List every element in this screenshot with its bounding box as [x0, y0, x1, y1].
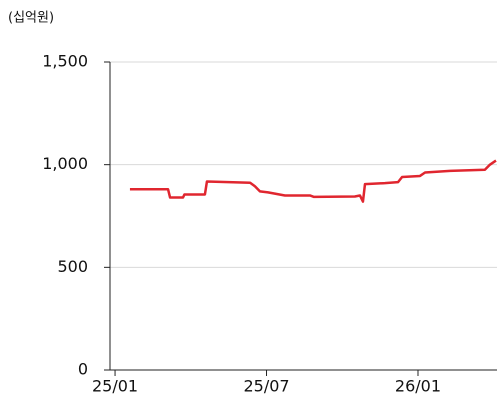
x-tick-label: 25/07 — [243, 377, 289, 396]
x-tick-label: 25/01 — [92, 377, 138, 396]
data-line — [129, 159, 497, 203]
y-tick-label: 1,500 — [42, 52, 88, 71]
x-tick-label: 26/01 — [395, 377, 441, 396]
y-tick-label: 500 — [57, 257, 88, 276]
y-tick-label: 0 — [78, 360, 88, 379]
y-tick-label: 1,000 — [42, 154, 88, 173]
unit-label: (십억원) — [8, 11, 54, 26]
